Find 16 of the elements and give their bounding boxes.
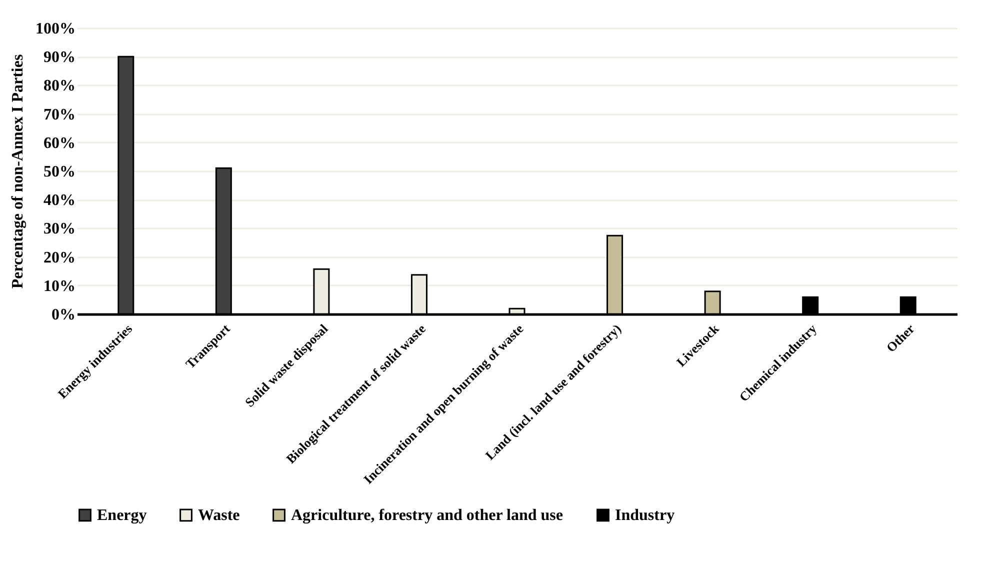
legend-label: Energy	[97, 507, 147, 524]
y-tick-label: 80%	[44, 78, 76, 95]
y-tick-label: 40%	[44, 192, 76, 210]
y-tick-label: 60%	[44, 134, 76, 152]
y-tick-label: 10%	[44, 278, 76, 295]
y-tick-label: 100%	[36, 20, 76, 38]
y-axis-title: Percentage of non-Annex I Parties	[10, 54, 26, 289]
y-tick-label: 0%	[52, 306, 76, 324]
legend-label: Waste	[198, 507, 240, 524]
y-tick-label: 30%	[44, 220, 76, 238]
y-tick-label: 20%	[44, 249, 76, 266]
y-tick-label: 90%	[44, 49, 76, 66]
y-tick-label: 50%	[44, 164, 76, 180]
legend-label: Industry	[615, 507, 675, 524]
y-tick-label: 70%	[44, 106, 76, 124]
legend-label: Agriculture, forestry and other land use	[291, 507, 563, 524]
